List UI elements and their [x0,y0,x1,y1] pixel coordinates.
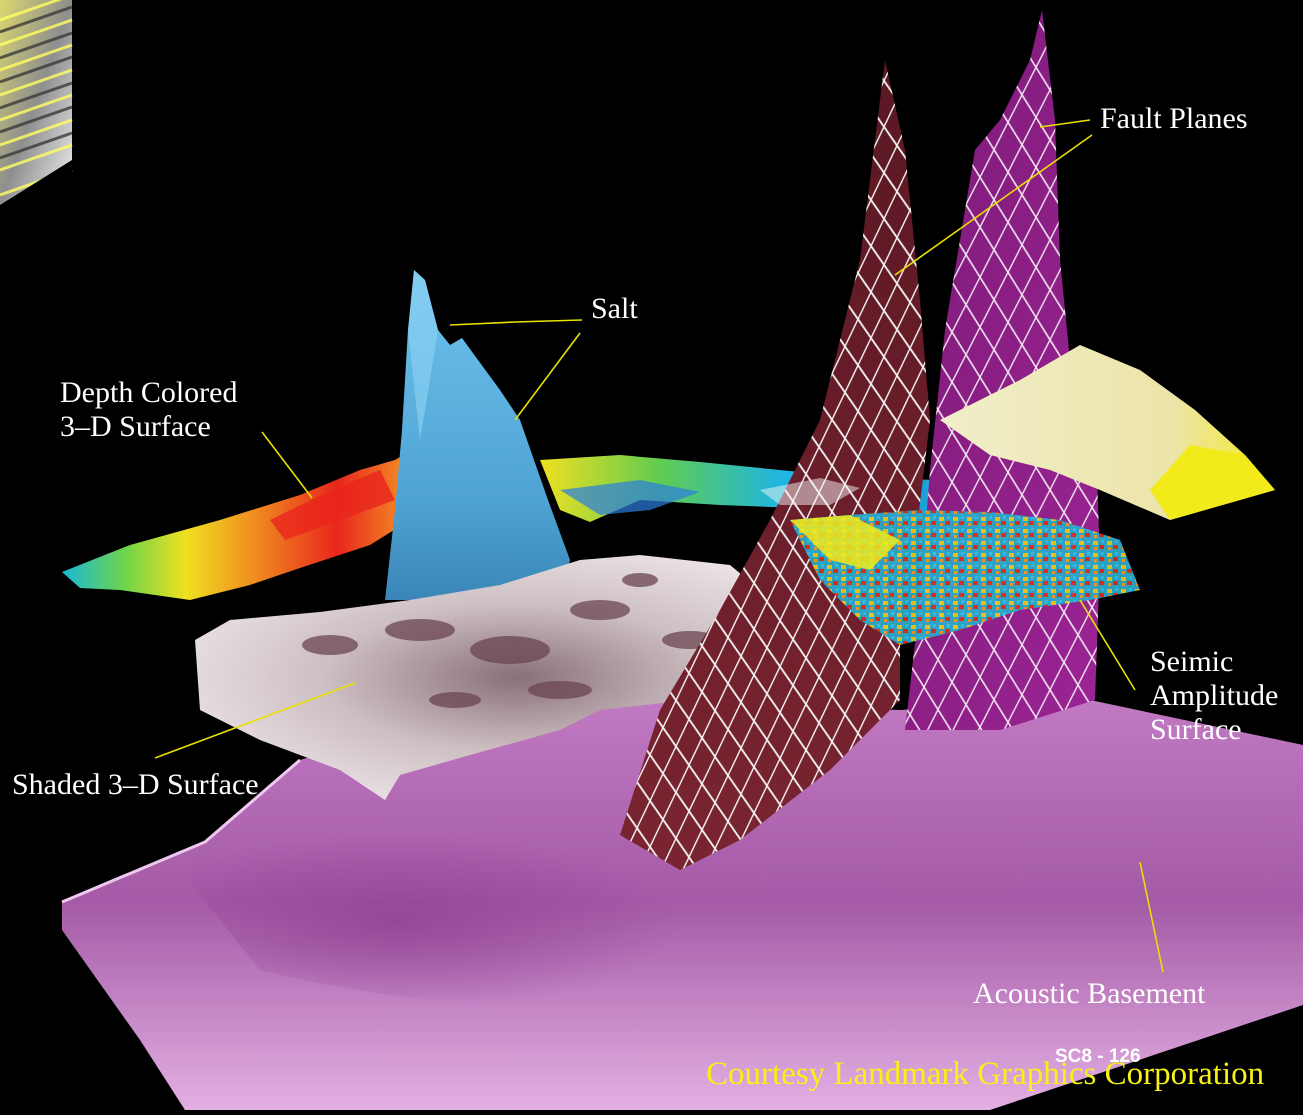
salt-body [385,270,570,600]
credit-line: Courtesy Landmark Graphics Corporation [706,1056,1264,1093]
fault-planes-label: Fault Planes [1100,102,1248,136]
seismic-amplitude-label-line-1: Seimic [1150,645,1278,679]
depth-colored-label: Depth Colored 3–D Surface [60,376,237,444]
acoustic-basement-label: Acoustic Basement [973,977,1205,1011]
seismic-section-inset [0,0,72,1115]
seismic-amplitude-label-line-3: Surface [1150,713,1278,747]
shaded-surface-label: Shaded 3–D Surface [12,768,259,802]
depth-colored-label-line-1: Depth Colored [60,376,237,410]
depth-colored-label-line-2: 3–D Surface [60,410,237,444]
salt-leader-2 [515,333,580,420]
salt-label: Salt [591,292,638,326]
depth-colored-leader [262,432,312,498]
seismic-amplitude-label: Seimic Amplitude Surface [1150,645,1278,747]
seismic-amplitude-label-line-2: Amplitude [1150,679,1278,713]
salt-leader [450,320,582,325]
slide-number: SC8 - 126 [1055,1046,1141,1068]
